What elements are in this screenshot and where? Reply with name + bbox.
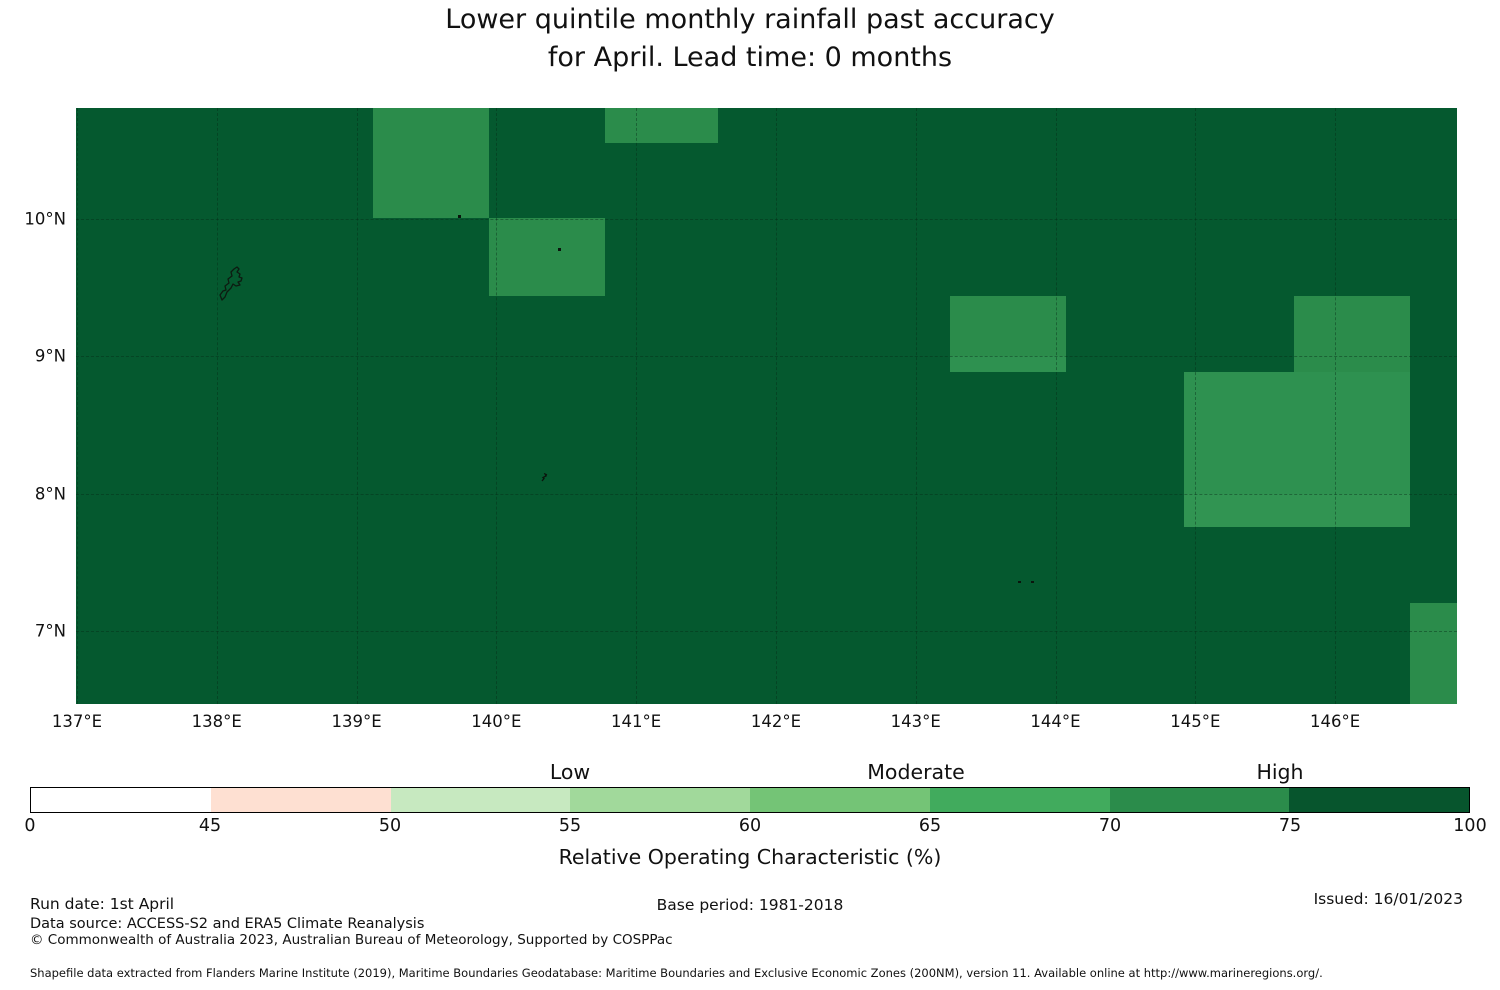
- colorbar-segment: [570, 788, 750, 812]
- copyright-text: © Commonwealth of Australia 2023, Austra…: [30, 932, 673, 948]
- data-source-text: Data source: ACCESS-S2 and ERA5 Climate …: [30, 916, 425, 932]
- map-cell: [488, 217, 605, 296]
- gridline-horizontal: [76, 630, 1457, 632]
- map-cell: [372, 108, 489, 218]
- colorbar-segment: [750, 788, 930, 812]
- colorbar: [30, 787, 1470, 813]
- y-tick-label: 7°N: [34, 621, 66, 641]
- colorbar-category-label: High: [1256, 760, 1304, 784]
- x-tick-label: 137°E: [51, 712, 103, 731]
- issued-date-text: Issued: 16/01/2023: [1313, 890, 1463, 908]
- colorbar-category-label: Moderate: [867, 760, 965, 784]
- colorbar-tick-label: 100: [1453, 816, 1487, 836]
- chart-title-line2: for April. Lead time: 0 months: [547, 42, 953, 73]
- colorbar-segment: [1289, 788, 1469, 812]
- colorbar-tick-label: 60: [738, 816, 762, 836]
- y-tick-label: 8°N: [34, 484, 66, 504]
- colorbar-tick-label: 70: [1098, 816, 1122, 836]
- y-tick-label: 10°N: [24, 209, 66, 229]
- gridline-vertical: [915, 108, 917, 704]
- x-tick-label: 142°E: [750, 712, 802, 731]
- map-cell: [604, 108, 718, 144]
- map-cell: [1293, 296, 1410, 372]
- islet-dot: [558, 248, 562, 251]
- map-cell: [1183, 371, 1410, 494]
- colorbar-tick-label: 50: [378, 816, 402, 836]
- x-tick-label: 143°E: [890, 712, 941, 731]
- gridline-vertical: [1195, 108, 1197, 704]
- map-cell: [949, 356, 1066, 372]
- colorbar-tick-label: 0: [24, 816, 36, 836]
- gridline-vertical: [496, 108, 498, 704]
- gridline-horizontal: [76, 493, 1457, 495]
- islet-dot: [457, 215, 461, 218]
- x-tick-label: 145°E: [1170, 712, 1221, 731]
- x-tick-label: 139°E: [331, 712, 382, 731]
- colorbar-segment: [31, 788, 211, 812]
- gridline-vertical: [216, 108, 218, 704]
- islet-dot: [1018, 580, 1022, 584]
- x-tick-label: 138°E: [191, 712, 242, 731]
- map-cell: [1409, 603, 1457, 704]
- island-outline: [219, 266, 243, 301]
- colorbar-category-label: Low: [549, 760, 591, 784]
- gridline-vertical: [76, 108, 78, 704]
- gridline-vertical: [356, 108, 358, 704]
- gridline-vertical: [1055, 108, 1057, 704]
- colorbar-tick-label: 55: [558, 816, 582, 836]
- x-tick-label: 141°E: [611, 712, 662, 731]
- x-tick-label: 144°E: [1030, 712, 1081, 731]
- gridline-vertical: [1335, 108, 1337, 704]
- y-tick-label: 9°N: [34, 346, 66, 366]
- colorbar-segment: [1109, 788, 1290, 812]
- gridline-horizontal: [76, 218, 1457, 220]
- chart-title-line1: Lower quintile monthly rainfall past acc…: [445, 4, 1055, 35]
- gridline-vertical: [636, 108, 638, 704]
- shapefile-attribution-text: Shapefile data extracted from Flanders M…: [30, 966, 1323, 980]
- map-cell: [949, 296, 1066, 357]
- colorbar-segment: [210, 788, 391, 812]
- colorbar-segment: [929, 788, 1110, 812]
- colorbar-segment: [390, 788, 571, 812]
- x-tick-label: 140°E: [471, 712, 522, 731]
- colorbar-tick-label: 45: [198, 816, 222, 836]
- map-canvas: [76, 108, 1457, 704]
- islet-dot: [1031, 580, 1035, 584]
- gridline-vertical: [775, 108, 777, 704]
- gridline-horizontal: [76, 356, 1457, 358]
- colorbar-tick-label: 75: [1278, 816, 1302, 836]
- x-tick-label: 146°E: [1310, 712, 1361, 731]
- run-date-text: Run date: 1st April: [30, 895, 175, 913]
- colorbar-tick-label: 65: [918, 816, 942, 836]
- colorbar-axis-label: Relative Operating Characteristic (%): [558, 845, 942, 869]
- base-period-text: Base period: 1981-2018: [656, 896, 844, 914]
- map-cell: [1183, 493, 1410, 527]
- islet-zigzag-mark: [541, 472, 548, 482]
